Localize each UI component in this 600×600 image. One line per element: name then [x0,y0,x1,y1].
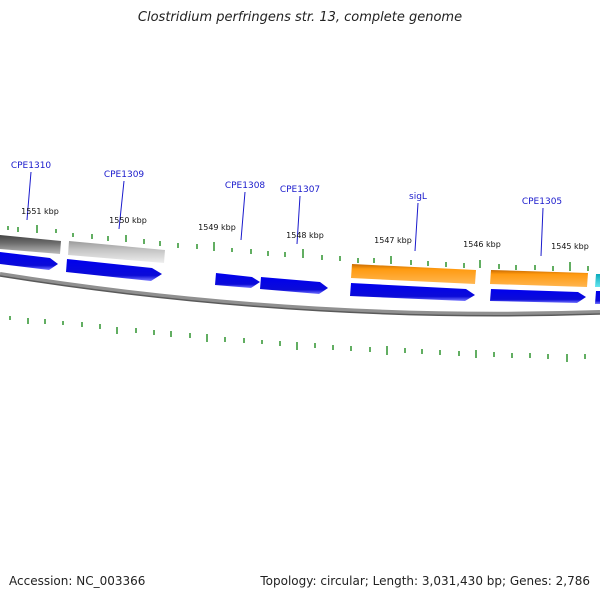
cds-arrow-7 [595,291,600,304]
inner-tick-ring [9,316,586,362]
cds-arrow-4 [260,277,328,294]
kbp-label-1547: 1547 kbp [374,236,412,245]
cds-arrow-2 [66,259,162,281]
gene-label-leaders [26,171,544,257]
genome-backbone [0,272,600,316]
kbp-label-1546: 1546 kbp [463,240,501,249]
cds-arrow-1 [0,252,58,270]
gene-cpe1305 [490,270,588,287]
kbp-label-1545: 1545 kbp [551,242,589,251]
gene-label-sigl[interactable]: sigL [409,192,427,202]
cds-arrow-6 [490,289,586,303]
outer-tick-ring [7,225,589,271]
cds-arrow-3 [215,273,260,288]
kbp-label-1550: 1550 kbp [109,216,147,225]
genome-summary-text: Topology: circular; Length: 3,031,430 bp… [260,574,590,588]
genome-backbone-shadow [0,275,600,317]
kbp-label-1548: 1548 kbp [286,231,324,240]
pseudogene-cpe1309 [68,241,165,263]
gene-label-cpe1310[interactable]: CPE1310 [11,161,52,171]
kbp-label-1549: 1549 kbp [198,223,236,232]
cds-arrow-5 [350,283,475,301]
gene-label-cpe1308[interactable]: CPE1308 [225,181,266,191]
kbp-label-1551: 1551 kbp [21,207,59,216]
gene-sigl [351,264,476,284]
gene-label-cpe1309[interactable]: CPE1309 [104,170,145,180]
gene-cyan-feature [595,274,600,287]
gene-label-cpe1307[interactable]: CPE1307 [280,185,320,195]
accession-text: Accession: NC_003366 [9,574,146,588]
map-title: Clostridium perfringens str. 13, complet… [137,10,463,25]
gene-label-cpe1305[interactable]: CPE1305 [522,197,562,207]
pseudogene-cpe1310 [0,235,61,254]
